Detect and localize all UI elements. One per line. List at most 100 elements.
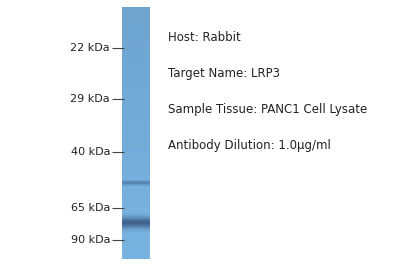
Bar xyxy=(122,223,150,226)
Bar xyxy=(122,60,150,62)
Bar xyxy=(122,187,150,188)
Bar xyxy=(122,187,150,190)
Bar xyxy=(122,154,150,156)
Bar xyxy=(122,235,150,238)
Bar xyxy=(122,236,150,237)
Text: Sample Tissue: PANC1 Cell Lysate: Sample Tissue: PANC1 Cell Lysate xyxy=(168,103,367,116)
Bar xyxy=(122,139,150,142)
Bar xyxy=(122,56,150,58)
Bar xyxy=(122,181,150,184)
Bar xyxy=(122,14,150,16)
Bar xyxy=(122,156,150,159)
Bar xyxy=(122,202,150,205)
Bar xyxy=(122,83,150,85)
Bar xyxy=(122,164,150,167)
Bar xyxy=(122,95,150,98)
Bar xyxy=(122,240,150,242)
Bar xyxy=(122,211,150,212)
Bar xyxy=(122,171,150,173)
Bar xyxy=(122,143,150,146)
Bar xyxy=(122,135,150,138)
Bar xyxy=(122,196,150,198)
Bar xyxy=(122,180,150,181)
Bar xyxy=(122,252,150,255)
Bar xyxy=(122,223,150,224)
Bar xyxy=(122,229,150,230)
Bar xyxy=(122,39,150,41)
Bar xyxy=(122,183,150,184)
Bar xyxy=(122,72,150,75)
Bar xyxy=(122,64,150,66)
Text: 22 kDa: 22 kDa xyxy=(70,43,110,53)
Bar xyxy=(122,70,150,73)
Bar xyxy=(122,209,150,210)
Bar xyxy=(122,24,150,27)
Bar xyxy=(122,224,150,225)
Bar xyxy=(122,191,150,194)
Bar xyxy=(122,41,150,44)
Bar xyxy=(122,168,150,171)
Bar xyxy=(122,26,150,29)
Bar xyxy=(122,234,150,235)
Bar xyxy=(122,141,150,144)
Text: 65 kDa: 65 kDa xyxy=(71,203,110,213)
Text: Antibody Dilution: 1.0μg/ml: Antibody Dilution: 1.0μg/ml xyxy=(168,139,331,152)
Bar xyxy=(122,22,150,25)
Bar xyxy=(122,204,150,207)
Bar xyxy=(122,206,150,209)
Bar xyxy=(122,89,150,92)
Bar xyxy=(122,18,150,21)
Bar xyxy=(122,150,150,152)
Bar xyxy=(122,216,150,217)
Bar xyxy=(122,233,150,234)
Bar xyxy=(122,256,150,259)
Bar xyxy=(122,45,150,48)
Bar xyxy=(122,175,150,177)
Bar xyxy=(122,183,150,186)
Text: Host: Rabbit: Host: Rabbit xyxy=(168,31,241,44)
Bar xyxy=(122,68,150,71)
Bar xyxy=(122,131,150,134)
Bar xyxy=(122,16,150,18)
Bar xyxy=(122,231,150,234)
Bar xyxy=(122,184,150,185)
Bar xyxy=(122,66,150,69)
Bar xyxy=(122,101,150,104)
Bar xyxy=(122,188,150,189)
Bar xyxy=(122,225,150,227)
Bar xyxy=(122,177,150,179)
Bar xyxy=(122,166,150,169)
Bar xyxy=(122,91,150,94)
Bar xyxy=(122,162,150,165)
Bar xyxy=(122,242,150,244)
Bar xyxy=(122,222,150,223)
Bar xyxy=(122,182,150,183)
Bar xyxy=(122,186,150,187)
Bar xyxy=(122,198,150,201)
Bar xyxy=(122,160,150,163)
Bar xyxy=(122,185,150,186)
Bar xyxy=(122,173,150,175)
Bar xyxy=(122,179,150,180)
Bar xyxy=(122,81,150,83)
Bar xyxy=(122,208,150,211)
Bar xyxy=(122,244,150,246)
Bar xyxy=(122,158,150,161)
Bar xyxy=(122,78,150,81)
Bar xyxy=(122,221,150,222)
Bar xyxy=(122,200,150,203)
Bar xyxy=(122,217,150,218)
Bar xyxy=(122,177,150,178)
Bar xyxy=(122,33,150,35)
Bar xyxy=(122,114,150,117)
Bar xyxy=(122,212,150,213)
Bar xyxy=(122,106,150,108)
Bar xyxy=(122,227,150,228)
Bar xyxy=(122,254,150,257)
Bar xyxy=(122,85,150,88)
Bar xyxy=(122,76,150,79)
Bar xyxy=(122,100,150,102)
Bar xyxy=(122,137,150,140)
Bar xyxy=(122,74,150,77)
Text: Target Name: LRP3: Target Name: LRP3 xyxy=(168,67,280,80)
